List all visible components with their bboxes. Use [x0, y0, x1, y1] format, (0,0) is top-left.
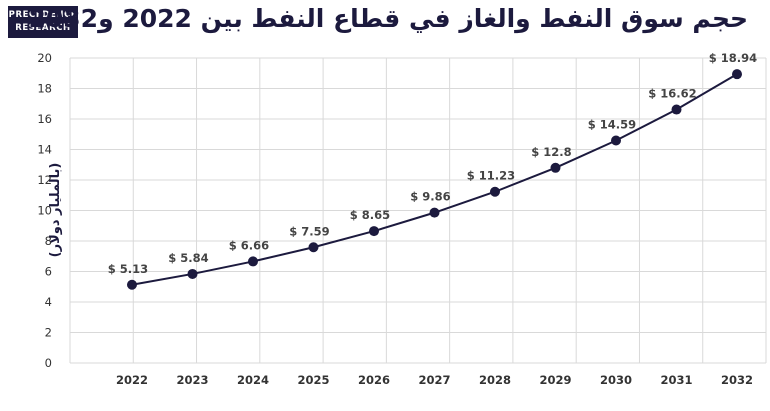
x-tick-label: 2025	[297, 373, 329, 387]
data-point	[429, 207, 440, 218]
data-label: $ 5.84	[168, 251, 208, 265]
data-point	[550, 162, 561, 173]
x-tick-label: 2031	[660, 373, 692, 387]
x-tick-label: 2030	[600, 373, 632, 387]
y-tick-label: 14	[37, 143, 52, 157]
y-tick-label: 4	[45, 295, 52, 309]
x-tick-label: 2023	[176, 373, 208, 387]
brand-line2: RESEARCH	[15, 23, 71, 33]
x-tick-label: 2027	[418, 373, 450, 387]
data-point	[248, 256, 258, 267]
x-tick-label: 2024	[237, 373, 269, 387]
x-tick-label: 2026	[358, 373, 390, 387]
brand-line1: PRECEDENCE	[8, 10, 78, 20]
y-tick-label: 8	[45, 234, 52, 248]
data-point	[611, 135, 621, 146]
y-tick-label: 10	[37, 204, 52, 218]
x-tick-label: 2022	[116, 373, 148, 387]
data-label: $ 7.59	[289, 224, 329, 238]
data-point	[369, 226, 379, 237]
y-tick-label: 0	[45, 356, 52, 370]
data-point	[490, 186, 500, 197]
x-tick-label: 2032	[721, 373, 753, 387]
brand-logo: PRECEDENCE RESEARCH	[8, 6, 78, 38]
y-tick-label: 2	[45, 326, 52, 340]
data-point	[671, 104, 682, 115]
data-label: $ 11.23	[467, 169, 515, 183]
y-tick-label: 16	[37, 112, 52, 126]
data-label: $ 12.8	[531, 145, 571, 159]
data-label: $ 5.13	[108, 262, 148, 276]
data-label: $ 9.86	[410, 190, 450, 204]
data-point	[732, 69, 742, 80]
chart-title: حجم سوق النفط والغاز في قطاع النفط بين 2…	[28, 4, 749, 33]
y-tick-label: 6	[45, 265, 52, 279]
data-label: $ 18.94	[709, 51, 757, 65]
y-tick-label: 18	[37, 82, 52, 96]
x-tick-label: 2029	[539, 373, 571, 387]
series-line	[131, 73, 738, 286]
y-tick-label: 12	[37, 173, 52, 187]
y-tick-label: 20	[37, 51, 52, 65]
x-tick-label: 2028	[479, 373, 511, 387]
data-label: $ 8.65	[350, 208, 390, 222]
data-point	[127, 279, 137, 290]
data-label: $ 16.62	[648, 87, 696, 101]
data-point	[308, 242, 319, 253]
data-label: $ 14.59	[588, 118, 636, 132]
data-label: $ 6.66	[229, 238, 269, 252]
data-point	[187, 268, 198, 279]
